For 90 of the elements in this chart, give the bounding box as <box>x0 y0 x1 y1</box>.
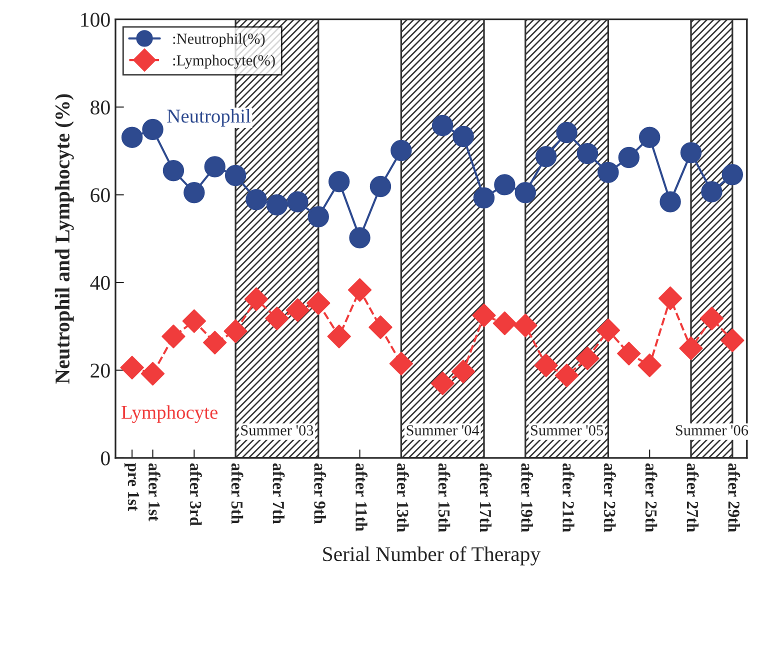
x-tick-label: after 1st <box>148 463 160 522</box>
point <box>162 160 184 182</box>
point <box>390 140 412 162</box>
point <box>452 126 474 148</box>
point <box>598 162 619 184</box>
x-tick-label: after 27th <box>686 463 699 532</box>
point <box>287 191 308 212</box>
y-tick-label: 40 <box>90 276 110 290</box>
point <box>722 164 744 186</box>
point <box>327 324 351 348</box>
x-tick-label: after 15th <box>438 463 450 532</box>
point <box>140 362 165 386</box>
point <box>370 176 392 198</box>
point <box>142 118 164 140</box>
point <box>680 142 702 164</box>
point <box>224 319 248 344</box>
x-tick-label: after 5th <box>231 463 244 524</box>
point <box>701 181 722 202</box>
point <box>265 306 289 330</box>
y-tick-label: 80 <box>90 100 110 115</box>
x-tick-label: after 3rd <box>190 463 202 526</box>
x-tick-label: pre 1st <box>124 463 140 512</box>
x-tick-label: after 7th <box>272 463 285 524</box>
band-label: Summer '03 <box>241 425 314 436</box>
point <box>368 315 392 340</box>
point <box>617 342 641 366</box>
y-axis-title: Neutrophil and Lymphocyte (%) <box>54 94 74 384</box>
point <box>658 286 682 310</box>
x-tick-label: after 17th <box>480 463 492 532</box>
band-label: Summer '06 <box>676 425 748 436</box>
legend-label: :Lymphocyte(%) <box>173 54 275 69</box>
x-axis-title: Serial Number of Therapy <box>323 546 541 566</box>
point <box>121 126 143 148</box>
x-tick-label: after 29th <box>728 463 740 532</box>
point <box>700 306 724 330</box>
point <box>349 227 370 248</box>
y-tick-label: 100 <box>81 12 110 27</box>
annotation: Lymphocyte <box>122 405 218 423</box>
point <box>328 171 350 192</box>
x-tick-label: after 19th <box>521 463 534 532</box>
point <box>120 356 144 380</box>
y-tick-label: 0 <box>101 451 110 466</box>
point <box>679 336 703 360</box>
point <box>618 146 640 168</box>
point <box>556 122 578 144</box>
point <box>472 304 496 328</box>
band-label: Summer '05 <box>531 425 604 436</box>
point <box>162 324 186 348</box>
point <box>534 354 558 378</box>
point <box>182 309 206 333</box>
point <box>638 126 660 148</box>
point <box>514 182 536 204</box>
point <box>432 114 454 136</box>
point <box>184 182 205 204</box>
x-tick-label: after 21th <box>562 463 575 532</box>
point <box>514 314 538 338</box>
point <box>576 346 600 370</box>
point <box>576 142 598 164</box>
point <box>430 372 454 396</box>
point <box>451 360 476 384</box>
point <box>224 164 246 186</box>
point <box>389 352 414 376</box>
y-tick-label: 60 <box>90 188 110 202</box>
annotation: Neutrophil <box>167 109 251 127</box>
point <box>554 364 579 388</box>
point <box>494 174 516 196</box>
point <box>473 187 495 208</box>
point <box>492 311 517 336</box>
legend-label: :Neutrophil(%) <box>173 33 265 48</box>
point <box>308 206 329 228</box>
point <box>660 191 681 212</box>
band-label: Summer '04 <box>406 425 480 436</box>
point <box>203 330 227 354</box>
x-tick-label: after 13th <box>397 463 409 532</box>
point <box>348 278 372 302</box>
x-tick-label: after 23th <box>604 463 616 532</box>
x-tick-label: after 25th <box>645 463 658 532</box>
point <box>638 354 662 378</box>
point <box>306 291 330 315</box>
point <box>246 189 267 210</box>
point <box>204 156 226 178</box>
point <box>720 328 744 352</box>
point <box>266 194 288 216</box>
y-tick-label: 20 <box>90 364 110 378</box>
point <box>286 298 310 322</box>
x-tick-label: after 11th <box>356 463 368 532</box>
point <box>596 318 620 342</box>
x-tick-label: after 9th <box>314 463 326 524</box>
point <box>244 287 268 312</box>
point <box>535 146 557 168</box>
